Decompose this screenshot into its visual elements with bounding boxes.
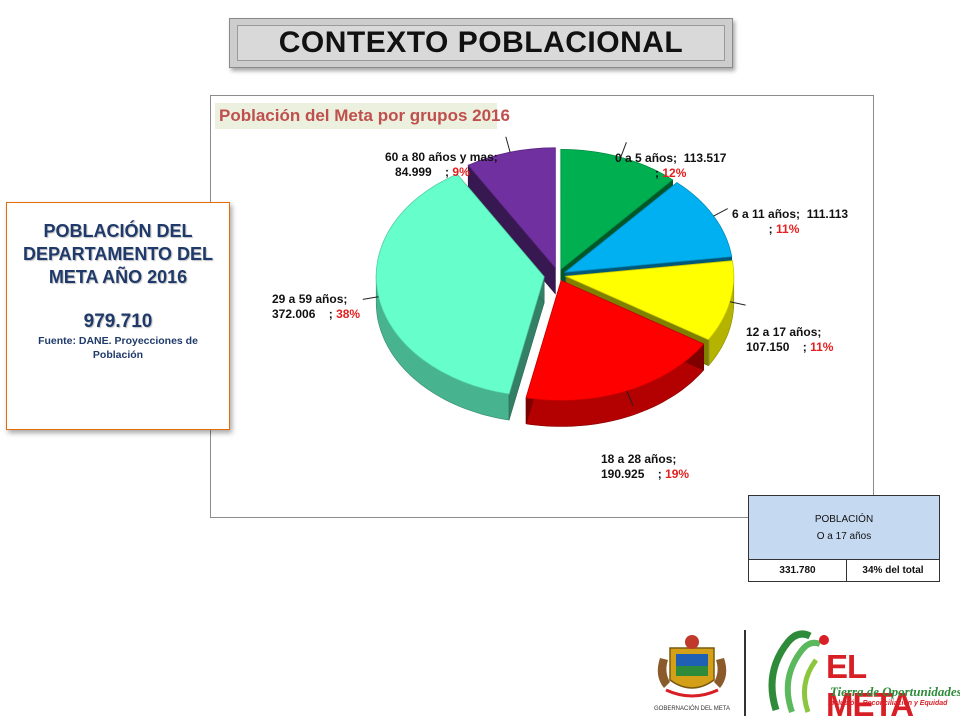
population-source: Fuente: DANE. Proyecciones de Población bbox=[38, 335, 198, 361]
pie-slice-3 bbox=[525, 279, 705, 401]
pie-label-0-value: 113.517 bbox=[683, 151, 727, 165]
pie-label-5-value: 84.999 bbox=[395, 165, 432, 179]
pie-label-4-value: 372.006 bbox=[272, 307, 316, 321]
brand-swirl-logo bbox=[768, 630, 829, 713]
pie-label-0-percent: 12% bbox=[662, 166, 687, 180]
pie-label-2-value: 107.150 bbox=[746, 340, 790, 354]
pie-label-4-category: 29 a 59 años bbox=[272, 292, 344, 306]
pie-label-1-percent: 11% bbox=[776, 222, 800, 236]
pie-label-5: 60 a 80 años y mas; 84.999 ; 9% bbox=[385, 150, 498, 179]
pie-label-1: 6 a 11 años; 111.113 ; 11% bbox=[732, 207, 849, 236]
pie-label-2-percent: 11% bbox=[810, 340, 834, 354]
pie-label-1-category: 6 a 11 años bbox=[732, 207, 797, 221]
title-banner: CONTEXTO POBLACIONAL bbox=[229, 18, 733, 68]
pie-leader-2 bbox=[729, 301, 746, 306]
population-total: 979.710 bbox=[83, 311, 153, 332]
summary-table-share: 34% del total bbox=[862, 565, 924, 576]
pie-label-3: 18 a 28 años; 190.925 ; 19% bbox=[601, 452, 690, 481]
pie-label-2: 12 a 17 años; 107.150 ; 11% bbox=[746, 325, 834, 354]
pie-label-1-value: 111.113 bbox=[806, 207, 849, 221]
pie-label-4-percent: 38% bbox=[336, 307, 361, 321]
pie-leader-1 bbox=[713, 208, 728, 217]
pie-label-3-value: 190.925 bbox=[601, 467, 645, 481]
pie-slice-2 bbox=[564, 260, 735, 341]
pie-label-0: 0 a 5 años; 113.517 ; 12% bbox=[615, 151, 727, 180]
summary-table-header-line2: O a 17 años bbox=[816, 530, 872, 542]
pie-leader-0 bbox=[620, 142, 627, 158]
chart-title: Población del Meta por grupos 2016 bbox=[215, 103, 510, 129]
pie-leader-4 bbox=[362, 296, 379, 300]
summary-table-header-line1: POBLACIÓN bbox=[814, 513, 874, 525]
brand-tagline: Inclusión, Reconciliación y Equidad bbox=[828, 700, 948, 707]
population-summary-box: POBLACIÓN DEL DEPARTAMENTO DEL META AÑO … bbox=[6, 202, 230, 430]
pie-label-4: 29 a 59 años; 372.006 ; 38% bbox=[272, 292, 361, 321]
coat-of-arms-logo bbox=[657, 635, 727, 698]
pie-leader-3 bbox=[626, 390, 634, 406]
pie-label-5-category: 60 a 80 años y mas bbox=[385, 150, 494, 164]
page-title: CONTEXTO POBLACIONAL bbox=[278, 26, 684, 59]
summary-table-header: POBLACIÓN O a 17 años bbox=[749, 496, 939, 560]
summary-table-value: 331.780 bbox=[749, 560, 847, 581]
pie-label-0-category: 0 a 5 años bbox=[615, 151, 674, 165]
summary-table: POBLACIÓN O a 17 años 331.780 34% del to… bbox=[748, 495, 940, 582]
pie-leader-5 bbox=[505, 136, 511, 153]
pie-label-3-percent: 19% bbox=[665, 467, 690, 481]
logo-divider bbox=[744, 630, 746, 716]
footer-logos: GOBERNACIÓN DEL META EL META Tierra de O… bbox=[640, 618, 960, 723]
brand-name: EL META bbox=[826, 648, 914, 723]
pie-label-2-category: 12 a 17 años bbox=[746, 325, 818, 339]
population-heading: POBLACIÓN DEL DEPARTAMENTO DEL META AÑO … bbox=[22, 221, 213, 287]
pie-label-5-percent: 9% bbox=[452, 165, 470, 179]
seal-caption: GOBERNACIÓN DEL META bbox=[653, 706, 730, 712]
pie-label-3-category: 18 a 28 años bbox=[601, 452, 673, 466]
title-banner-inner: CONTEXTO POBLACIONAL bbox=[237, 25, 725, 61]
pie-slice-5 bbox=[467, 147, 556, 269]
brand-slogan: Tierra de Oportunidades bbox=[830, 684, 960, 699]
